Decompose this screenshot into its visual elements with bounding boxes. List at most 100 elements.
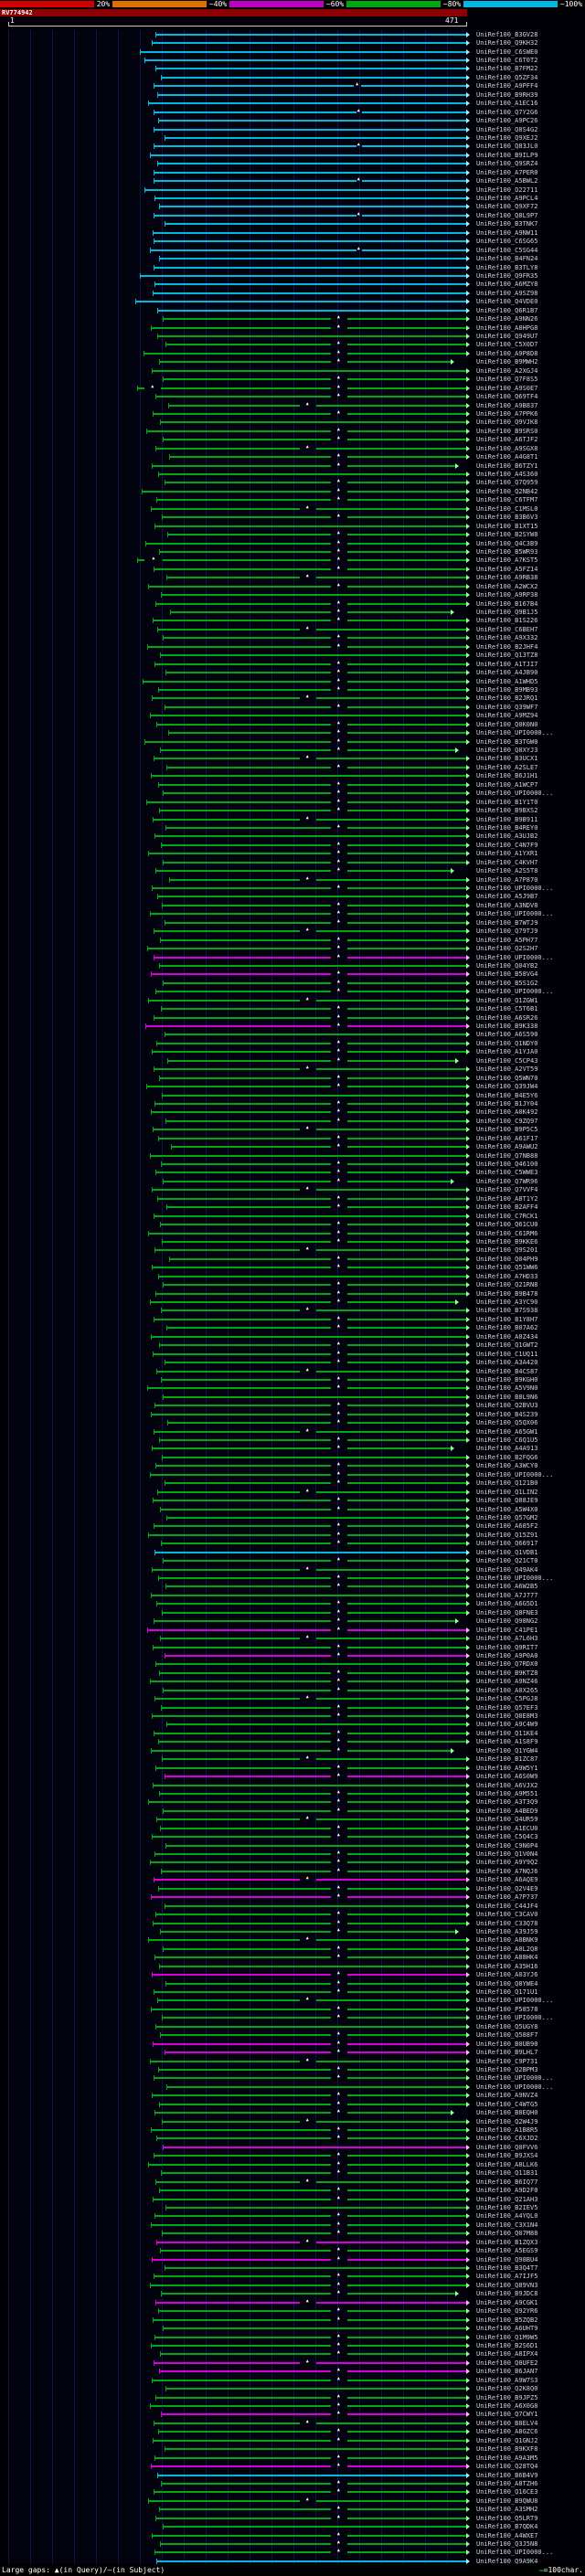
- alignment-bar-segment[interactable]: [346, 1240, 466, 1243]
- subject-label[interactable]: UniRef100_Q4UR59: [476, 1816, 538, 1824]
- alignment-bar-segment[interactable]: [154, 68, 466, 70]
- subject-label[interactable]: UniRef100_A1ECU0: [476, 1824, 538, 1832]
- alignment-row[interactable]: ▲ UniRef100_Q1M9W5: [0, 2333, 585, 2341]
- alignment-bar-segment[interactable]: [165, 826, 331, 829]
- subject-label[interactable]: UniRef100_B9B911: [476, 815, 538, 823]
- subject-label[interactable]: UniRef100_UPI0000...: [476, 1997, 554, 2005]
- subject-label[interactable]: UniRef100_Q51WW6: [476, 1264, 538, 1272]
- alignment-bar-segment[interactable]: [346, 2517, 466, 2519]
- subject-label[interactable]: UniRef100_B9KTZ8: [476, 1669, 538, 1677]
- alignment-bar-segment[interactable]: [346, 956, 466, 959]
- alignment-bar-segment[interactable]: [315, 1999, 466, 2002]
- alignment-bar-segment[interactable]: [346, 361, 451, 364]
- alignment-bar-segment[interactable]: [153, 1214, 466, 1217]
- subject-label[interactable]: UniRef100_Q21CT0: [476, 1557, 538, 1565]
- subject-label[interactable]: UniRef100_A9Y9Q2: [476, 1859, 538, 1867]
- alignment-bar-segment[interactable]: [346, 1378, 466, 1381]
- subject-label[interactable]: UniRef100_Q1M9W5: [476, 2333, 538, 2341]
- alignment-bar-segment[interactable]: [346, 1836, 466, 1839]
- alignment-bar-segment[interactable]: [346, 861, 466, 864]
- subject-label[interactable]: UniRef100_A6UHT9: [476, 2325, 538, 2333]
- alignment-row[interactable]: ▲ UniRef100_A3WCY0: [0, 1462, 585, 1470]
- alignment-bar-segment[interactable]: [346, 567, 466, 570]
- alignment-bar-segment[interactable]: [154, 1853, 331, 1856]
- alignment-bar-segment[interactable]: [346, 2370, 466, 2373]
- subject-label[interactable]: UniRef100_A8HPG8: [476, 323, 538, 332]
- alignment-bar-segment[interactable]: [346, 516, 466, 519]
- subject-label[interactable]: UniRef100_A88HK4: [476, 1954, 538, 1962]
- subject-label[interactable]: UniRef100_C3X1N4: [476, 2221, 538, 2229]
- alignment-bar-segment[interactable]: [148, 1533, 331, 1536]
- subject-label[interactable]: UniRef100_B7FM22: [476, 65, 538, 73]
- alignment-row[interactable]: UniRef100_B9RH39: [0, 90, 585, 99]
- alignment-row[interactable]: ▲ UniRef100_Q5LRT9: [0, 2514, 585, 2522]
- alignment-row[interactable]: ▲ UniRef100_A6SR26: [0, 1013, 585, 1022]
- alignment-bar-segment[interactable]: [154, 447, 300, 450]
- alignment-bar-segment[interactable]: [346, 2405, 466, 2408]
- alignment-row[interactable]: UniRef100_UPI0000...: [0, 2083, 585, 2091]
- subject-label[interactable]: UniRef100_A6TJF2: [476, 436, 538, 444]
- alignment-bar-segment[interactable]: [163, 1560, 331, 1563]
- alignment-row[interactable]: ▲ UniRef100_C9P731: [0, 2057, 585, 2065]
- alignment-bar-segment[interactable]: [346, 1051, 466, 1054]
- alignment-bar-segment[interactable]: [156, 1818, 300, 1821]
- alignment-row[interactable]: UniRef100_B6B4V9: [0, 2471, 585, 2479]
- alignment-row[interactable]: UniRef100_B2FQG6: [0, 1453, 585, 1461]
- alignment-bar-segment[interactable]: [147, 645, 331, 648]
- subject-label[interactable]: UniRef100_Q2K8Q0: [476, 2385, 538, 2393]
- alignment-bar-segment[interactable]: [154, 33, 466, 36]
- alignment-bar-segment[interactable]: [156, 2560, 466, 2562]
- subject-label[interactable]: UniRef100_A65GW1: [476, 1427, 538, 1436]
- alignment-bar-segment[interactable]: [153, 1732, 331, 1734]
- alignment-row[interactable]: UniRef100_A7HD33: [0, 1272, 585, 1280]
- alignment-bar-segment[interactable]: [147, 1628, 331, 1631]
- alignment-row[interactable]: ▲ UniRef100_Q88JE9: [0, 1496, 585, 1504]
- alignment-bar-segment[interactable]: [153, 1879, 300, 1882]
- alignment-bar-segment[interactable]: [150, 2344, 331, 2347]
- alignment-bar-segment[interactable]: [346, 1387, 466, 1390]
- subject-label[interactable]: UniRef100_A9C4W9: [476, 1721, 538, 1729]
- alignment-row[interactable]: UniRef100_Q9KH32: [0, 38, 585, 47]
- alignment-row[interactable]: ▲ UniRef100_A5BWL2: [0, 176, 585, 185]
- alignment-bar-segment[interactable]: [152, 1500, 331, 1502]
- alignment-row[interactable]: ▲ UniRef100_UPI0000...: [0, 910, 585, 918]
- subject-label[interactable]: UniRef100_Q49AK4: [476, 1565, 538, 1574]
- alignment-bar-segment[interactable]: [346, 1171, 466, 1174]
- alignment-bar-segment[interactable]: [151, 1447, 331, 1450]
- alignment-row[interactable]: ▲ UniRef100_A03YJ6: [0, 1970, 585, 1978]
- alignment-row[interactable]: ▲ UniRef100_Q1YGW4: [0, 1746, 585, 1754]
- subject-label[interactable]: UniRef100_Q15Z91: [476, 1531, 538, 1539]
- alignment-bar-segment[interactable]: [361, 249, 466, 251]
- alignment-bar-segment[interactable]: [346, 645, 466, 648]
- alignment-bar-segment[interactable]: [153, 171, 466, 174]
- alignment-row[interactable]: ▲ UniRef100_Q5QX06: [0, 1418, 585, 1426]
- alignment-row[interactable]: UniRef100_A9C4W9: [0, 1721, 585, 1729]
- subject-label[interactable]: UniRef100_A3WCY0: [476, 1462, 538, 1470]
- alignment-row[interactable]: ▲ UniRef100_B3UCX1: [0, 755, 585, 763]
- alignment-bar-segment[interactable]: [346, 344, 466, 346]
- alignment-row[interactable]: ▲ UniRef100_A6X0G8: [0, 2401, 585, 2410]
- alignment-bar-segment[interactable]: [346, 550, 466, 553]
- alignment-row[interactable]: ▲ UniRef100_A3YC90: [0, 1298, 585, 1306]
- alignment-row[interactable]: ▲ UniRef100_A5EGS9: [0, 2246, 585, 2254]
- subject-label[interactable]: UniRef100_Q9S201: [476, 1246, 538, 1255]
- subject-label[interactable]: UniRef100_A3A420: [476, 1359, 538, 1367]
- alignment-row[interactable]: ▲ UniRef100_C5CP43: [0, 1056, 585, 1065]
- alignment-bar-segment[interactable]: [346, 2456, 466, 2459]
- alignment-bar-segment[interactable]: [346, 904, 466, 906]
- subject-label[interactable]: UniRef100_A8TZH6: [476, 2479, 538, 2487]
- alignment-row[interactable]: UniRef100_A0Z434: [0, 1332, 585, 1341]
- alignment-row[interactable]: ▲ UniRef100_B8ELV4: [0, 2419, 585, 2427]
- alignment-row[interactable]: UniRef100_Q7NB88: [0, 1151, 585, 1160]
- alignment-bar-segment[interactable]: [165, 577, 300, 579]
- subject-label[interactable]: UniRef100_B07A62: [476, 1324, 538, 1332]
- alignment-row[interactable]: ▲ UniRef100_Q15Z91: [0, 1531, 585, 1539]
- alignment-bar-segment[interactable]: [154, 991, 331, 993]
- alignment-bar-segment[interactable]: [346, 1111, 466, 1114]
- alignment-bar-segment[interactable]: [346, 1257, 466, 1260]
- alignment-bar-segment[interactable]: [165, 1723, 466, 1726]
- alignment-row[interactable]: ▲ UniRef100_A2VT59: [0, 1065, 585, 1074]
- subject-label[interactable]: UniRef100_A1EC16: [476, 100, 538, 108]
- subject-label[interactable]: UniRef100_B9KXF8: [476, 2445, 538, 2454]
- alignment-row[interactable]: ▲ UniRef100_B5S1G2: [0, 979, 585, 987]
